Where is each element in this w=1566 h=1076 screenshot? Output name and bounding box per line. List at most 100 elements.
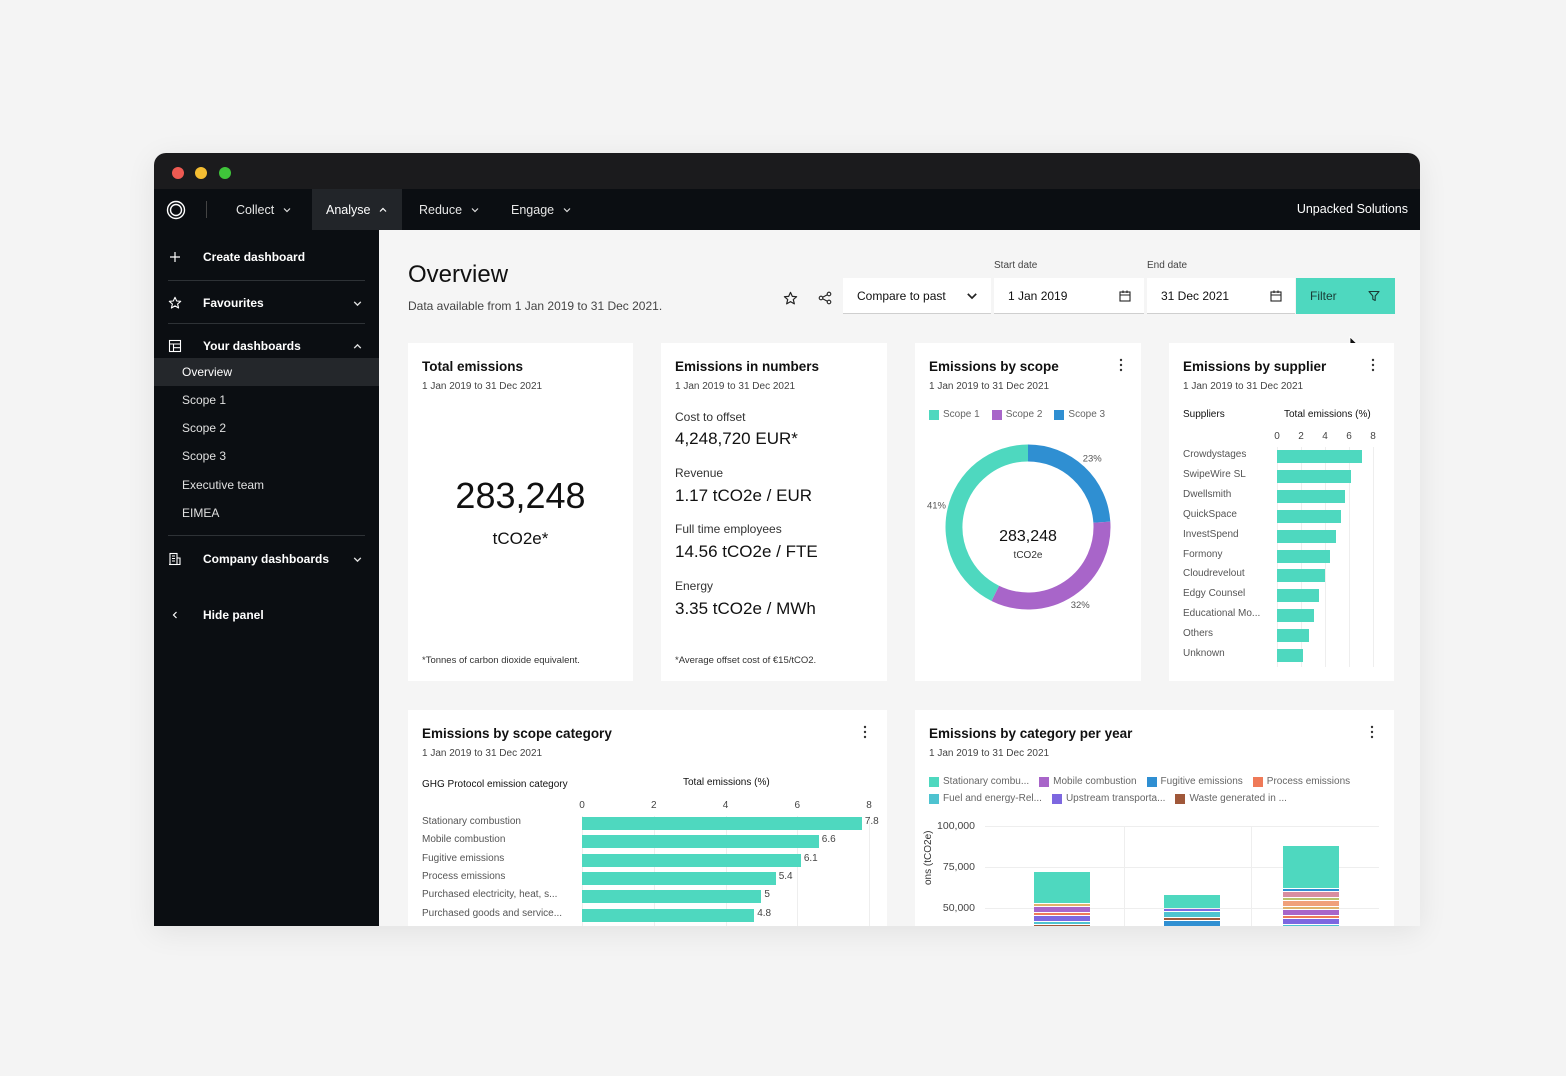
legend-label: Upstream transporta...	[1065, 793, 1166, 804]
y-gridline	[985, 907, 1379, 909]
sidebar-item-overview[interactable]: Overview	[154, 358, 379, 386]
filter-button[interactable]: Filter	[1296, 278, 1395, 314]
favourites-label: Favourites	[203, 296, 264, 310]
bar[interactable]	[1277, 489, 1346, 503]
star-icon	[168, 296, 182, 310]
legend-swatch	[1039, 776, 1050, 787]
create-dashboard-button[interactable]: Create dashboard	[154, 236, 379, 278]
organisation-name[interactable]: Unpacked Solutions	[1296, 202, 1408, 216]
sidebar-section-favourites[interactable]: Favourites	[154, 282, 379, 324]
bar-value-label: 4.8	[757, 907, 772, 919]
stacked-segment	[1034, 921, 1090, 924]
column-header-total-emissions: Total emissions (%)	[1284, 409, 1371, 420]
bar[interactable]	[582, 817, 862, 830]
sidebar-item-scope-1[interactable]: Scope 1	[182, 393, 227, 407]
bar[interactable]	[1277, 629, 1310, 643]
bar[interactable]	[1277, 549, 1330, 563]
chevron-down-icon	[283, 207, 291, 212]
nav-item-reduce[interactable]: Reduce	[405, 189, 494, 230]
share-icon[interactable]	[815, 288, 835, 308]
metric-value: 4,248,720 EUR*	[675, 429, 798, 448]
legend-item: Mobile combustion	[1039, 776, 1137, 787]
sidebar-item-scope-3[interactable]: Scope 3	[182, 449, 227, 463]
nav-item-collect[interactable]: Collect	[222, 189, 306, 230]
bar[interactable]	[582, 871, 776, 885]
column-header-suppliers: Suppliers	[1183, 409, 1225, 420]
legend-label: Process emissions	[1266, 776, 1351, 787]
end-date-input[interactable]: 31 Dec 2021	[1147, 278, 1295, 314]
more-options-icon[interactable]	[1115, 357, 1127, 373]
stacked-segment	[1283, 901, 1339, 907]
bar[interactable]	[582, 908, 755, 922]
metric-value: 14.56 tCO2e / FTE	[675, 542, 818, 561]
more-options-icon[interactable]	[1367, 357, 1379, 373]
bar[interactable]	[582, 890, 762, 904]
minimize-window-button[interactable]	[195, 167, 207, 179]
x-gridline	[797, 816, 799, 926]
legend-swatch	[1252, 776, 1263, 787]
bar[interactable]	[1277, 529, 1336, 543]
bar[interactable]	[1277, 649, 1304, 662]
legend-item: Waste generated in ...	[1175, 793, 1287, 804]
sidebar-item-scope-2[interactable]: Scope 2	[182, 421, 227, 435]
legend-swatch	[1054, 409, 1065, 420]
nav-item-analyse[interactable]: Analyse	[312, 189, 403, 230]
legend-swatch	[929, 409, 939, 420]
category-label: Educational Mo...	[1183, 608, 1261, 620]
stacked-segment-stationary[interactable]	[1034, 871, 1090, 903]
stacked-segment-stationary[interactable]	[1283, 845, 1339, 889]
sidebar-section-your-dashboards[interactable]: Your dashboards	[154, 325, 379, 367]
chevron-down-icon	[353, 300, 362, 306]
bar[interactable]	[1277, 569, 1325, 583]
stacked-segment-stationary[interactable]	[1164, 894, 1220, 908]
x-tick-label: 0	[1274, 431, 1280, 442]
bar[interactable]	[1277, 450, 1363, 463]
nav-item-label: Engage	[511, 202, 555, 217]
stacked-segment	[1034, 903, 1090, 906]
end-date-label: End date	[1147, 260, 1188, 271]
nav-item-engage[interactable]: Engage	[497, 189, 586, 230]
donut-center-unit: tCO2e	[1013, 550, 1043, 561]
card-date-range: 1 Jan 2019 to 31 Dec 2021	[422, 381, 543, 392]
maximize-window-button[interactable]	[219, 167, 231, 179]
legend-label: Waste generated in ...	[1189, 793, 1287, 804]
metric-label: Revenue	[675, 466, 724, 480]
more-options-icon[interactable]	[1366, 724, 1378, 740]
sidebar-divider	[168, 535, 365, 536]
card-date-range: 1 Jan 2019 to 31 Dec 2021	[929, 748, 1050, 759]
sidebar-divider	[168, 280, 365, 281]
y-tick-label: 50,000	[942, 901, 975, 914]
sidebar-item-eimea[interactable]: EIMEA	[182, 506, 220, 520]
bar-value-label: 5.4	[778, 870, 793, 882]
category-label: Process emissions	[422, 870, 506, 882]
legend-swatch	[1175, 793, 1186, 804]
bar[interactable]	[582, 835, 819, 849]
app-logo-icon[interactable]	[166, 200, 186, 220]
chevron-up-icon	[353, 343, 362, 349]
bar[interactable]	[1277, 469, 1352, 483]
bar[interactable]	[1277, 609, 1315, 623]
donut-slice-scope-2[interactable]	[991, 521, 1111, 610]
more-options-icon[interactable]	[859, 724, 871, 740]
sidebar-section-company-dashboards[interactable]: Company dashboards	[154, 538, 379, 580]
chevron-left-icon	[168, 608, 182, 622]
category-per-year-stacked-chart: 100,000 75,000 50,000	[915, 710, 1394, 926]
stacked-segment	[1283, 919, 1339, 925]
bar[interactable]	[1277, 589, 1319, 603]
donut-slice-scope-1[interactable]	[945, 444, 1029, 601]
compare-to-past-select[interactable]: Compare to past	[843, 278, 991, 314]
bar[interactable]	[582, 853, 801, 867]
card-title: Emissions by scope	[929, 359, 1059, 374]
sidebar-item-executive-team[interactable]: Executive team	[182, 478, 265, 492]
favourite-star-icon[interactable]	[780, 288, 800, 308]
start-date-input[interactable]: 1 Jan 2019	[994, 278, 1144, 314]
category-label: SwipeWire SL	[1183, 468, 1246, 480]
donut-slice-scope-3[interactable]	[1027, 444, 1111, 524]
stacked-segment	[1283, 910, 1339, 916]
chevron-down-icon	[353, 556, 362, 562]
bar[interactable]	[1277, 509, 1341, 523]
category-label: InvestSpend	[1183, 528, 1239, 540]
legend-swatch	[929, 793, 939, 804]
hide-panel-button[interactable]: Hide panel	[154, 594, 379, 636]
close-window-button[interactable]	[172, 167, 184, 179]
